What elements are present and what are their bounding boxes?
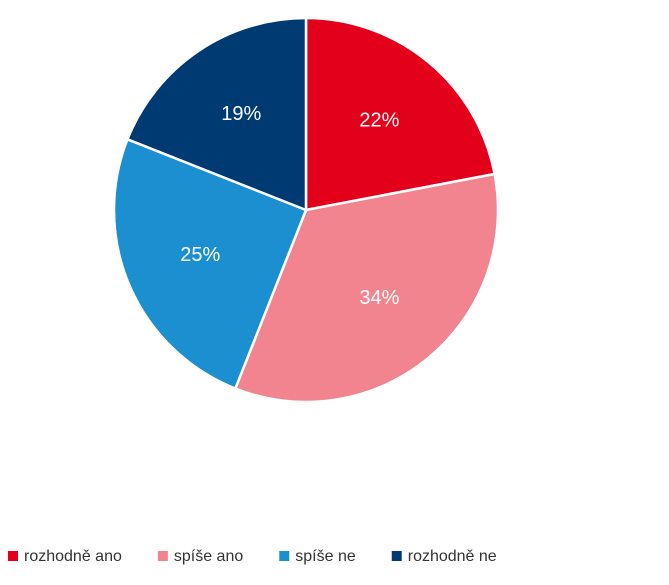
- slice-label: 22%: [359, 110, 399, 132]
- slice-labels: 22% 34% 25% 19%: [180, 103, 399, 309]
- legend-label: spíše ne: [295, 548, 356, 565]
- pie-slice: [112, 137, 308, 391]
- slice-label: 19%: [221, 103, 261, 125]
- pie-slice: [125, 16, 308, 212]
- legend-label: rozhodně ne: [408, 548, 497, 565]
- legend-swatch: [8, 551, 18, 561]
- slice-label: 34%: [359, 287, 399, 309]
- legend-label: spíše ano: [174, 548, 243, 565]
- slice-label: 25%: [180, 244, 220, 266]
- pie-slice: [304, 16, 497, 212]
- pie: [112, 16, 500, 404]
- legend: rozhodně ano spíše ano spíše ne rozhodně ne: [8, 548, 497, 565]
- legend-swatch: [157, 551, 168, 561]
- legend-swatch: [279, 551, 290, 561]
- legend-swatch: [391, 551, 402, 561]
- pie-slice: [233, 172, 500, 404]
- legend-label: rozhodně ano: [24, 548, 122, 565]
